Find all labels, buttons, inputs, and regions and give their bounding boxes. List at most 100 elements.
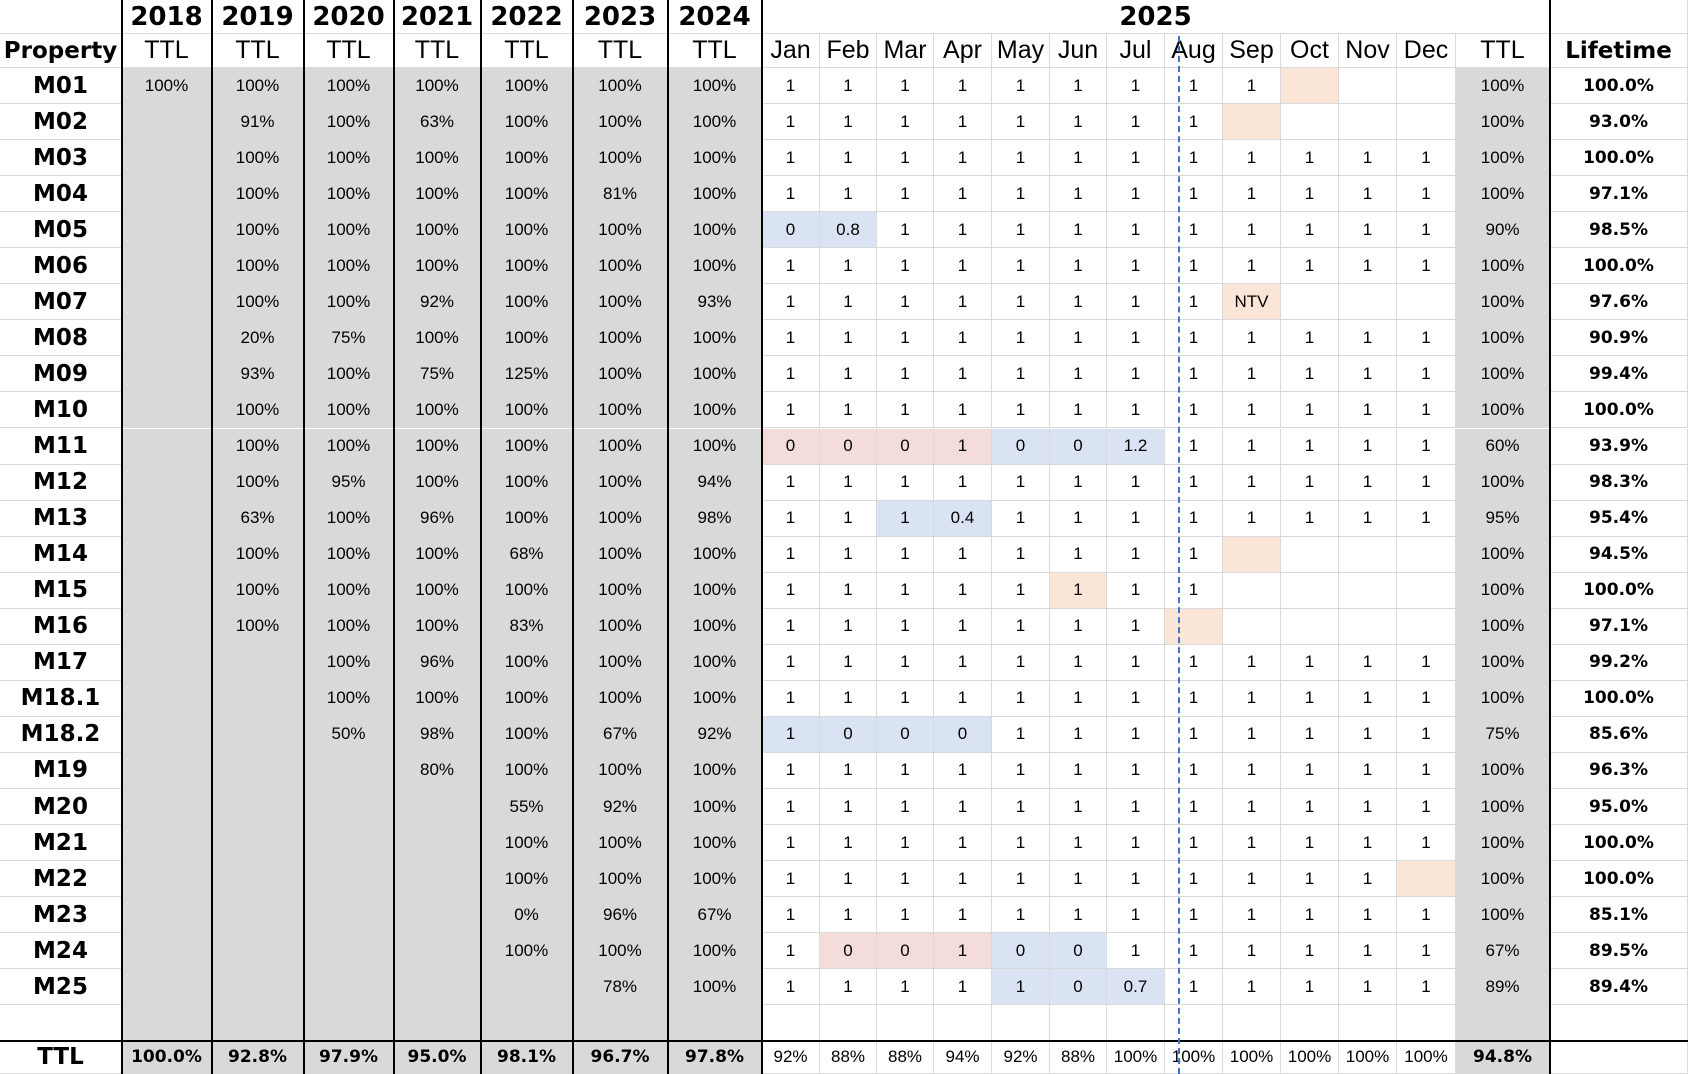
lifetime-cell[interactable]: 100.0% <box>1550 572 1688 609</box>
year-ttl-cell[interactable]: 92% <box>573 789 668 826</box>
ttl-2025-cell[interactable]: 100% <box>1456 464 1550 501</box>
property-name-cell[interactable]: M09 <box>0 356 122 393</box>
total-row-label[interactable]: TTL <box>0 1041 122 1074</box>
year-ttl-cell[interactable]: 100% <box>481 680 573 717</box>
month-value-cell[interactable]: 1 <box>992 825 1050 862</box>
property-name-cell[interactable]: M13 <box>0 500 122 537</box>
month-value-cell[interactable]: 1 <box>1281 933 1339 970</box>
month-value-cell[interactable]: 1 <box>877 212 934 249</box>
month-value-cell[interactable]: 1 <box>934 320 992 357</box>
month-value-cell[interactable]: 1 <box>1281 500 1339 537</box>
total-month-cell[interactable]: 92% <box>992 1041 1050 1074</box>
total-year-cell[interactable]: 97.8% <box>668 1041 762 1074</box>
blank-cell[interactable] <box>1107 1005 1165 1042</box>
month-value-cell[interactable]: 1 <box>1107 464 1165 501</box>
year-ttl-cell[interactable]: 78% <box>573 969 668 1006</box>
month-value-cell[interactable]: 1 <box>1165 500 1223 537</box>
month-value-cell[interactable]: 1 <box>820 789 877 826</box>
year-header-2023[interactable]: 2023 <box>573 0 668 34</box>
month-value-cell[interactable]: 1 <box>820 644 877 681</box>
ttl-column-header[interactable]: TTL <box>668 34 762 68</box>
year-ttl-cell[interactable] <box>122 644 212 681</box>
month-value-cell[interactable]: 1 <box>934 248 992 285</box>
month-value-cell[interactable]: 1 <box>820 825 877 862</box>
year-ttl-cell[interactable]: 100% <box>668 320 762 357</box>
ttl-column-header[interactable]: TTL <box>304 34 394 68</box>
header-corner-cell[interactable] <box>0 0 122 34</box>
total-2025-cell[interactable]: 94.8% <box>1456 1041 1550 1074</box>
month-value-cell[interactable]: 1 <box>1223 392 1281 429</box>
year-ttl-cell[interactable]: 100% <box>304 212 394 249</box>
month-value-cell[interactable]: 1 <box>934 356 992 393</box>
property-name-cell[interactable]: M25 <box>0 969 122 1006</box>
year-ttl-cell[interactable]: 100% <box>573 356 668 393</box>
month-value-cell[interactable]: 1 <box>762 392 820 429</box>
month-value-cell[interactable]: 1 <box>1223 464 1281 501</box>
year-ttl-cell[interactable]: 93% <box>668 284 762 321</box>
year-ttl-cell[interactable] <box>122 572 212 609</box>
year-ttl-cell[interactable]: 100% <box>573 320 668 357</box>
year-ttl-cell[interactable] <box>122 140 212 177</box>
month-value-cell[interactable]: 1 <box>1107 248 1165 285</box>
ttl-2025-cell[interactable]: 95% <box>1456 500 1550 537</box>
month-value-cell[interactable]: 1 <box>762 825 820 862</box>
year-ttl-cell[interactable]: 100% <box>304 248 394 285</box>
blank-cell[interactable] <box>934 1005 992 1042</box>
month-value-cell[interactable]: 0 <box>820 933 877 970</box>
month-value-cell[interactable]: 0.8 <box>820 212 877 249</box>
month-value-cell[interactable] <box>1339 104 1397 141</box>
year-ttl-cell[interactable]: 63% <box>212 500 304 537</box>
month-value-cell[interactable]: 1 <box>1397 140 1456 177</box>
year-ttl-cell[interactable]: 100% <box>212 212 304 249</box>
year-ttl-cell[interactable] <box>394 789 481 826</box>
year-header-2018[interactable]: 2018 <box>122 0 212 34</box>
month-value-cell[interactable]: 1 <box>820 68 877 105</box>
month-value-cell[interactable]: 0.7 <box>1107 969 1165 1006</box>
blank-cell[interactable] <box>0 1005 122 1042</box>
month-header-oct[interactable]: Oct <box>1281 34 1339 68</box>
year-ttl-cell[interactable]: 100% <box>668 644 762 681</box>
year-ttl-cell[interactable] <box>122 680 212 717</box>
month-value-cell[interactable]: 1 <box>934 140 992 177</box>
property-name-cell[interactable]: M11 <box>0 428 122 465</box>
year-ttl-cell[interactable] <box>122 284 212 321</box>
month-value-cell[interactable]: 1 <box>1339 897 1397 934</box>
month-value-cell[interactable]: 1 <box>762 464 820 501</box>
month-value-cell[interactable]: 1 <box>1223 176 1281 213</box>
month-value-cell[interactable]: 1 <box>1050 644 1107 681</box>
year-ttl-cell[interactable]: 63% <box>394 104 481 141</box>
month-value-cell[interactable]: 1 <box>820 320 877 357</box>
month-value-cell[interactable]: 1 <box>762 861 820 898</box>
month-value-cell[interactable]: 1 <box>1107 861 1165 898</box>
month-value-cell[interactable]: 1 <box>1050 176 1107 213</box>
lifetime-cell[interactable]: 90.9% <box>1550 320 1688 357</box>
ttl-2025-cell[interactable]: 100% <box>1456 536 1550 573</box>
year-ttl-cell[interactable]: 100% <box>573 608 668 645</box>
month-value-cell[interactable]: 1 <box>934 176 992 213</box>
month-value-cell[interactable]: 1 <box>1339 176 1397 213</box>
year-ttl-cell[interactable] <box>212 969 304 1006</box>
year-ttl-cell[interactable]: 100% <box>481 716 573 753</box>
year-ttl-cell[interactable]: 83% <box>481 608 573 645</box>
month-value-cell[interactable]: 1 <box>1165 572 1223 609</box>
property-column-header[interactable]: Property <box>0 34 122 68</box>
month-value-cell[interactable]: 1 <box>1107 716 1165 753</box>
ttl-2025-cell[interactable]: 100% <box>1456 825 1550 862</box>
month-value-cell[interactable]: 1 <box>762 933 820 970</box>
month-value-cell[interactable]: 1 <box>992 464 1050 501</box>
lifetime-cell[interactable]: 100.0% <box>1550 861 1688 898</box>
property-name-cell[interactable]: M06 <box>0 248 122 285</box>
year-header-2024[interactable]: 2024 <box>668 0 762 34</box>
month-value-cell[interactable]: 1 <box>1339 644 1397 681</box>
month-value-cell[interactable]: 1 <box>992 861 1050 898</box>
month-value-cell[interactable]: 1 <box>1397 248 1456 285</box>
year-ttl-cell[interactable] <box>122 608 212 645</box>
month-value-cell[interactable]: 1 <box>934 608 992 645</box>
year-ttl-cell[interactable] <box>122 104 212 141</box>
month-value-cell[interactable]: 1 <box>992 716 1050 753</box>
month-value-cell[interactable]: 0 <box>1050 969 1107 1006</box>
year-ttl-cell[interactable]: 100% <box>212 572 304 609</box>
lifetime-cell[interactable]: 96.3% <box>1550 752 1688 789</box>
month-value-cell[interactable]: 1 <box>1050 825 1107 862</box>
month-value-cell[interactable]: 1 <box>877 897 934 934</box>
